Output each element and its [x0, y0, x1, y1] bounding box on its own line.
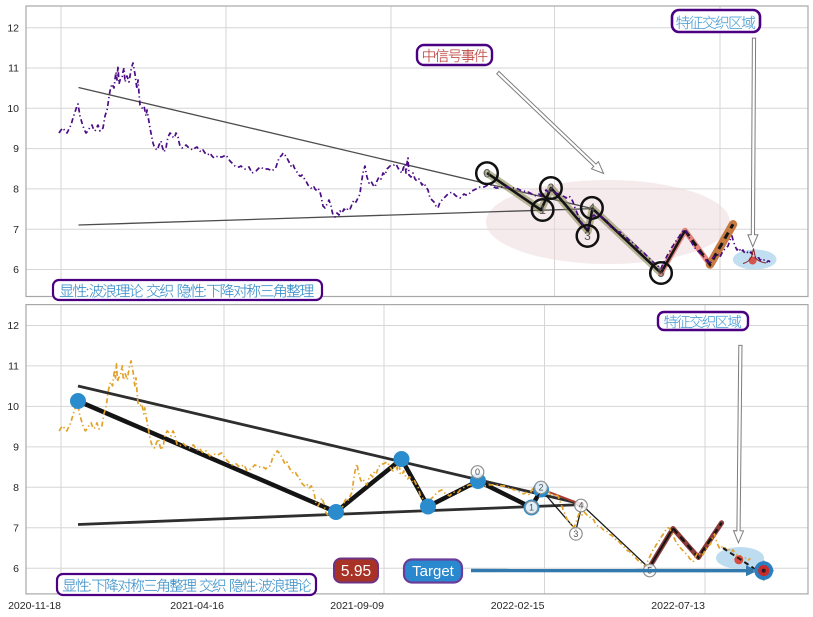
svg-text:8: 8: [13, 184, 19, 196]
svg-text:10: 10: [7, 401, 19, 413]
svg-text:4: 4: [589, 201, 596, 215]
svg-text:9: 9: [13, 442, 19, 454]
svg-text:7: 7: [13, 224, 19, 236]
svg-text:2022-07-13: 2022-07-13: [651, 600, 705, 612]
svg-text:2020-11-18: 2020-11-18: [8, 600, 61, 612]
svg-text:11: 11: [8, 361, 19, 373]
svg-text:2021-04-16: 2021-04-16: [170, 600, 224, 612]
svg-text:1: 1: [539, 203, 546, 217]
svg-text:10: 10: [7, 103, 19, 115]
svg-text:11: 11: [8, 63, 19, 75]
svg-text:5: 5: [658, 266, 665, 280]
svg-text:6: 6: [13, 264, 19, 276]
svg-text:4: 4: [578, 501, 583, 511]
svg-text:2021-09-09: 2021-09-09: [330, 600, 384, 612]
svg-text:12: 12: [7, 320, 19, 332]
svg-text:3: 3: [584, 229, 591, 243]
svg-text:6: 6: [13, 563, 19, 575]
svg-text:0: 0: [484, 166, 491, 180]
svg-text:8: 8: [13, 482, 19, 494]
svg-text:12: 12: [7, 22, 19, 34]
svg-text:0: 0: [475, 467, 480, 477]
svg-text:9: 9: [13, 143, 19, 155]
svg-text:2: 2: [548, 181, 555, 195]
svg-text:2022-02-15: 2022-02-15: [491, 600, 545, 612]
svg-text:7: 7: [13, 522, 19, 534]
svg-text:2: 2: [538, 483, 543, 493]
svg-text:3: 3: [573, 529, 578, 539]
svg-text:1: 1: [529, 503, 534, 513]
svg-text:Target: Target: [412, 563, 455, 580]
svg-text:5.95: 5.95: [341, 563, 371, 580]
